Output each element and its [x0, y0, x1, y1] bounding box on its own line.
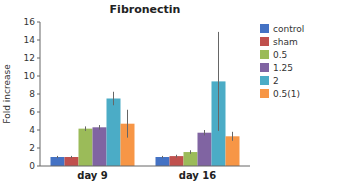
- legend-label: 0.5: [273, 50, 287, 60]
- bar: [51, 157, 65, 166]
- error-bar: [113, 92, 114, 106]
- error-bar: [57, 156, 58, 158]
- bar: [93, 127, 107, 166]
- y-tick-label: 10: [24, 71, 36, 81]
- legend-swatch: [260, 89, 269, 98]
- x-axis: [40, 166, 250, 167]
- legend-label: sham: [273, 37, 298, 47]
- error-bar: [85, 126, 86, 130]
- x-tick-label: day 9: [77, 170, 108, 181]
- y-tick-label: 4: [29, 125, 35, 135]
- legend-swatch: [260, 50, 269, 59]
- error-bar: [99, 125, 100, 130]
- y-tick-label: 2: [29, 143, 35, 153]
- error-bar: [190, 150, 191, 154]
- title: Fibronectin: [110, 3, 181, 16]
- y-tick-label: 8: [29, 89, 35, 99]
- legend-swatch: [260, 63, 269, 72]
- error-bar: [127, 110, 128, 138]
- error-bar: [204, 130, 205, 135]
- error-bar: [71, 156, 72, 158]
- y-tick-label: 12: [24, 53, 35, 63]
- legend-swatch: [260, 76, 269, 85]
- bar: [107, 99, 121, 167]
- y-tick-label: 6: [29, 107, 35, 117]
- bar: [198, 133, 212, 166]
- legend-label: 1.25: [273, 63, 293, 73]
- plot-area: [51, 32, 240, 166]
- legend-label: 0.5(1): [273, 89, 300, 99]
- y-tick-label: 16: [24, 17, 36, 27]
- chart-svg: Fibronectin Fold increase 0 2 4 6 8 10 12 14 16 day…: [0, 0, 338, 190]
- legend-swatch: [260, 24, 269, 33]
- y-axis-label: Fold increase: [2, 64, 12, 124]
- bar: [184, 152, 198, 166]
- error-bar: [162, 156, 163, 158]
- y-tick-label: 0: [29, 161, 35, 171]
- error-bar: [218, 32, 219, 131]
- bar: [65, 157, 79, 166]
- x-tick-label: day 16: [179, 170, 217, 181]
- y-tick-label: 14: [24, 35, 36, 45]
- bar: [156, 157, 170, 166]
- bar: [79, 129, 93, 166]
- error-bar: [232, 132, 233, 141]
- chart-container: Fibronectin Fold increase 0 2 4 6 8 10 12 14 16 day…: [0, 0, 338, 190]
- legend-label: 2: [273, 76, 279, 86]
- y-axis: [40, 22, 41, 166]
- legend-label: control: [273, 24, 304, 34]
- error-bar: [176, 155, 177, 158]
- legend-swatch: [260, 37, 269, 46]
- bar: [170, 156, 184, 166]
